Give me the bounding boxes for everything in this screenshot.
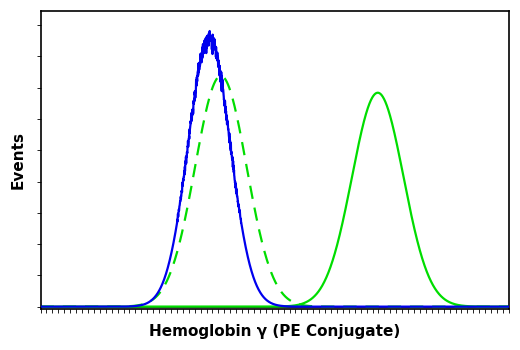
Y-axis label: Events: Events [11, 131, 26, 189]
X-axis label: Hemoglobin γ (PE Conjugate): Hemoglobin γ (PE Conjugate) [149, 324, 400, 339]
